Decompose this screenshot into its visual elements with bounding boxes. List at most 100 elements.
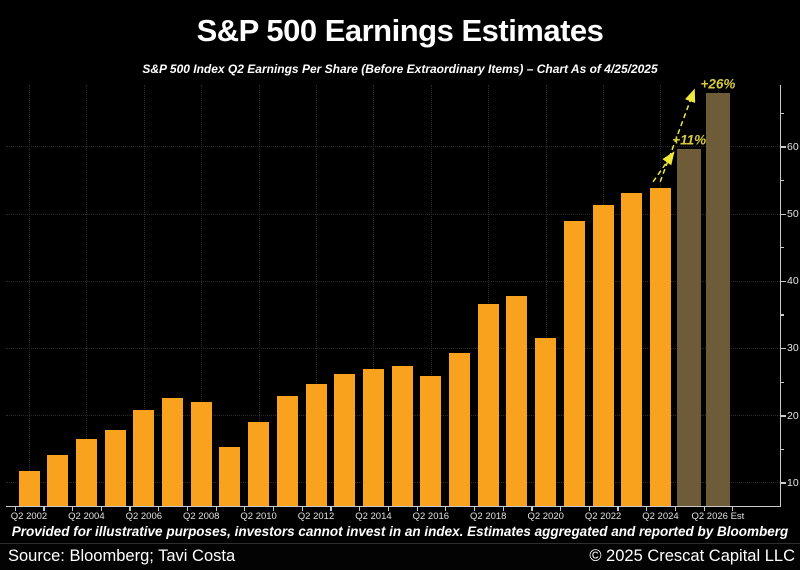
bar-2013 bbox=[334, 373, 356, 507]
x-tick-label-2004: Q2 2004 bbox=[68, 511, 105, 522]
x-tick-18 bbox=[531, 507, 533, 511]
y-minor-tick-65 bbox=[780, 112, 784, 114]
gridline-v-2020 bbox=[545, 85, 547, 507]
footer-bar: Source: Bloomberg; Tavi Costa © 2025 Cre… bbox=[0, 543, 800, 570]
bar-2021 bbox=[563, 221, 585, 507]
x-tick-9 bbox=[272, 507, 275, 511]
x-tick-6 bbox=[186, 507, 189, 511]
bar-2005 bbox=[104, 429, 126, 507]
x-tick-label-2018: Q2 2018 bbox=[470, 511, 507, 522]
y-tick-40 bbox=[780, 280, 786, 283]
x-tick-label-2010: Q2 2010 bbox=[240, 511, 277, 522]
x-tick-5 bbox=[158, 507, 160, 511]
x-tick-label-2020: Q2 2020 bbox=[527, 511, 564, 522]
bar-2014 bbox=[362, 369, 384, 507]
y-axis-spine bbox=[780, 85, 782, 507]
x-tick-19 bbox=[560, 507, 562, 511]
y-tick-label-30: 30 bbox=[787, 342, 799, 355]
x-tick-11 bbox=[330, 507, 332, 511]
gridline-v-2018 bbox=[488, 85, 490, 507]
gridline-v-2006 bbox=[143, 85, 145, 507]
bar-2026-est bbox=[705, 93, 730, 507]
gridline-h-40 bbox=[6, 280, 780, 282]
bar-2019 bbox=[506, 296, 528, 507]
disclaimer-text: Provided for illustrative purposes, inve… bbox=[11, 524, 789, 539]
x-tick-label-2026: Q2 2026 Est bbox=[691, 511, 745, 522]
bar-2017 bbox=[449, 353, 471, 507]
y-tick-10 bbox=[780, 482, 786, 484]
gridline-v-2016 bbox=[430, 85, 432, 507]
x-tick-23 bbox=[674, 507, 677, 511]
bar-2004 bbox=[75, 439, 97, 507]
annotation-label-26pct: +26% bbox=[700, 76, 736, 92]
y-minor-tick-25 bbox=[780, 381, 784, 383]
bar-2020 bbox=[535, 337, 557, 507]
y-tick-label-20: 20 bbox=[787, 409, 799, 422]
y-tick-label-50: 50 bbox=[787, 208, 799, 221]
bar-2010 bbox=[248, 421, 270, 507]
bar-2018 bbox=[477, 304, 499, 507]
y-tick-20 bbox=[780, 415, 786, 417]
bar-2015 bbox=[391, 365, 413, 507]
y-tick-label-40: 40 bbox=[787, 275, 799, 288]
x-tick-label-2016: Q2 2016 bbox=[412, 511, 450, 522]
x-tick-12 bbox=[359, 507, 361, 511]
x-tick-3 bbox=[100, 507, 102, 511]
x-tick-15 bbox=[445, 507, 447, 511]
x-tick-7 bbox=[215, 507, 217, 511]
x-tick-8 bbox=[244, 507, 246, 511]
bar-2007 bbox=[162, 398, 184, 507]
x-tick-14 bbox=[416, 507, 418, 511]
bar-2016 bbox=[420, 375, 442, 507]
x-tick-10 bbox=[301, 507, 303, 511]
x-tick-17 bbox=[502, 507, 504, 511]
bar-2025-est bbox=[677, 148, 702, 507]
gridline-v-2010 bbox=[258, 85, 260, 507]
y-minor-tick-55 bbox=[780, 179, 784, 182]
gridline-h-30 bbox=[6, 347, 780, 349]
x-tick-16 bbox=[473, 507, 476, 511]
x-tick-13 bbox=[387, 507, 389, 511]
bar-2023 bbox=[621, 192, 643, 507]
x-tick-label-2012: Q2 2012 bbox=[297, 511, 335, 522]
y-tick-60 bbox=[780, 146, 786, 148]
y-tick-label-10: 10 bbox=[787, 476, 799, 489]
gridline-h-50 bbox=[6, 213, 780, 215]
gridline-v-2002 bbox=[29, 85, 30, 507]
x-tick-21 bbox=[617, 507, 619, 511]
bar-2011 bbox=[276, 396, 298, 507]
bar-2022 bbox=[592, 205, 614, 507]
x-tick-label-2014: Q2 2014 bbox=[355, 511, 392, 522]
x-tick-label-2008: Q2 2008 bbox=[182, 511, 220, 522]
x-tick-1 bbox=[43, 507, 45, 511]
x-tick-label-2006: Q2 2006 bbox=[125, 511, 163, 522]
x-tick-2 bbox=[72, 507, 74, 511]
bar-2008 bbox=[190, 402, 212, 507]
growth-arrow-1 bbox=[652, 151, 675, 183]
bar-2003 bbox=[47, 455, 69, 507]
source-text: Source: Bloomberg; Tavi Costa bbox=[8, 547, 236, 565]
x-tick-4 bbox=[129, 507, 131, 511]
gridline-h-60 bbox=[6, 146, 780, 148]
y-tick-30 bbox=[780, 347, 786, 350]
bar-2012 bbox=[305, 384, 327, 507]
y-tick-50 bbox=[780, 213, 786, 215]
x-tick-label-2002: Q2 2002 bbox=[10, 511, 48, 522]
chart-title: S&P 500 Earnings Estimates bbox=[196, 13, 604, 48]
gridline-v-2004 bbox=[86, 85, 88, 507]
bar-2009 bbox=[219, 446, 241, 507]
x-tick-label-2022: Q2 2022 bbox=[584, 511, 622, 522]
y-minor-tick-35 bbox=[780, 314, 784, 316]
x-tick-20 bbox=[588, 507, 590, 511]
gridline-v-2014 bbox=[373, 85, 375, 507]
x-tick-25 bbox=[732, 507, 734, 511]
gridline-v-2008 bbox=[201, 85, 203, 507]
x-tick-0 bbox=[14, 507, 16, 511]
x-tick-label-2024: Q2 2024 bbox=[642, 511, 679, 522]
bar-2002 bbox=[18, 471, 40, 507]
y-minor-tick-15 bbox=[780, 448, 784, 450]
annotation-label-11pct: +11% bbox=[672, 132, 707, 148]
bar-2006 bbox=[133, 409, 155, 507]
y-tick-label-60: 60 bbox=[787, 140, 799, 153]
